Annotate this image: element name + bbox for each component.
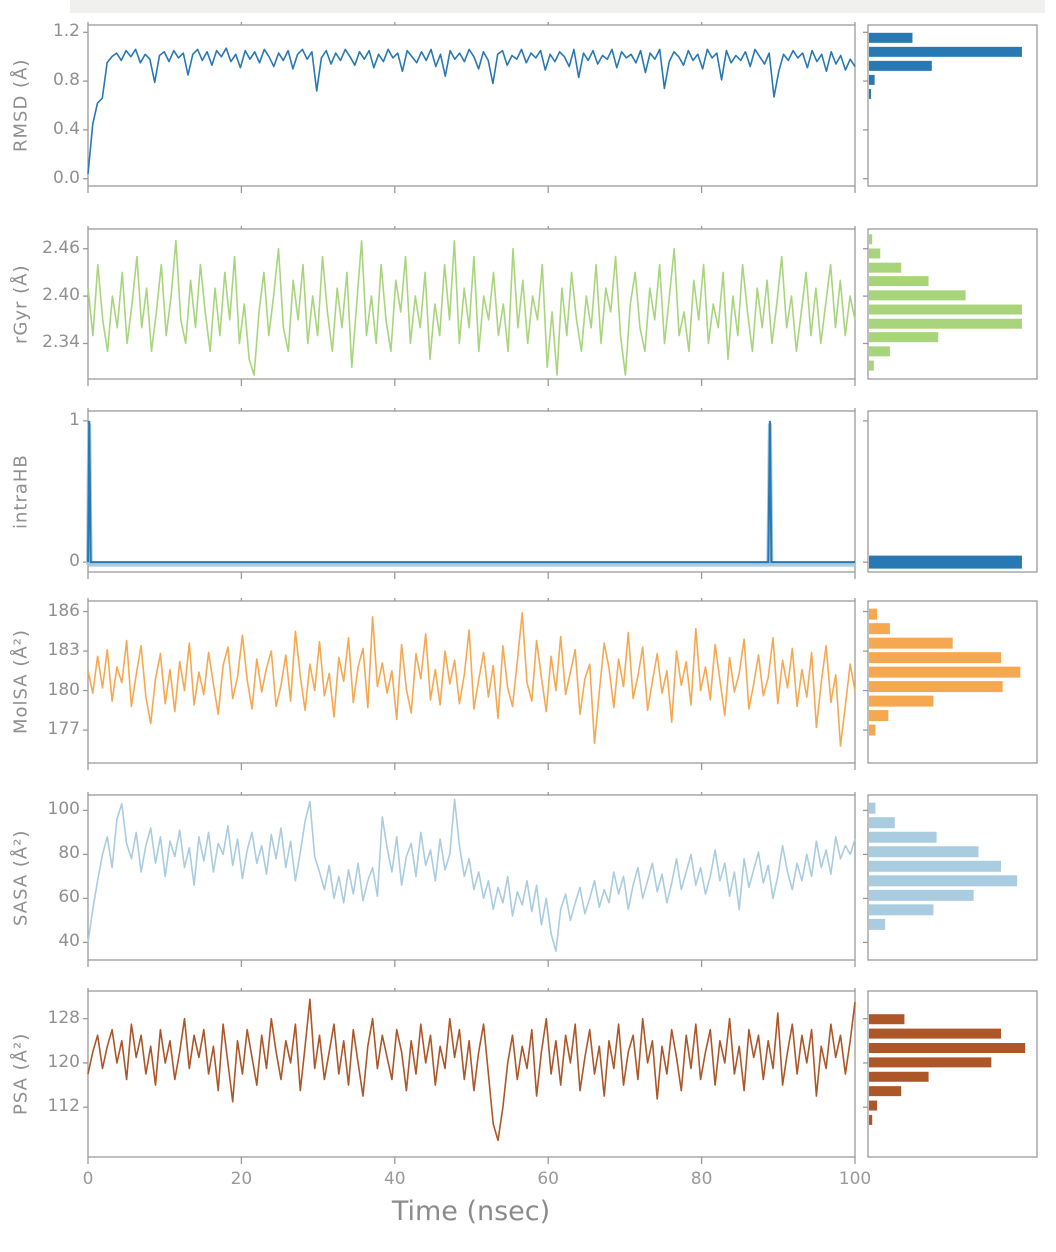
- x-tick-label: 0: [82, 1169, 94, 1189]
- sasa-hist-bar: [869, 817, 895, 829]
- molsa-histogram-panel: [863, 600, 1038, 764]
- rmsd-plot-frame: [87, 24, 856, 187]
- molsa-hist-bar: [869, 695, 934, 707]
- x-tick-label: 80: [690, 1169, 713, 1189]
- intrahb-trace: [87, 420, 855, 564]
- psa-histogram-panel: [863, 990, 1038, 1158]
- molsa-hist-bar: [869, 724, 876, 736]
- molsa-hist-bar: [869, 637, 953, 649]
- molsa-hist-bar: [869, 710, 889, 722]
- psa-hist-bar: [869, 1114, 873, 1125]
- rmsd-histogram-panel: [863, 24, 1038, 187]
- psa-hist-bar: [869, 1086, 902, 1097]
- sasa-hist-bar: [869, 860, 1002, 872]
- psa-trace: [87, 998, 856, 1142]
- rgyr-hist-bar: [869, 290, 966, 301]
- rgyr-hist-bar: [869, 318, 1022, 329]
- molsa-hist-bar: [869, 623, 890, 635]
- intrahb-axis-label: intraHB: [10, 454, 32, 529]
- molsa-ytick-label: 177: [47, 719, 80, 740]
- rgyr-hist-frame: [867, 228, 1038, 380]
- sasa-ytick-label: 60: [58, 887, 80, 908]
- rgyr-hist-bar: [869, 276, 929, 287]
- rgyr-ytick-label: 2.40: [42, 285, 80, 306]
- rgyr-hist-bar: [869, 262, 902, 273]
- rgyr-trace: [87, 240, 856, 376]
- rgyr-hist-bar: [869, 346, 890, 357]
- intrahb-timeseries-panel: [83, 408, 856, 579]
- intrahb-histogram-panel: [863, 410, 1038, 573]
- sasa-hist-bar: [869, 846, 979, 858]
- rmsd-ytick-label: 1.2: [52, 21, 80, 42]
- rmsd-hist-bar: [869, 32, 913, 43]
- rgyr-timeseries-panel: [83, 226, 856, 386]
- rgyr-hist-bar: [869, 248, 881, 259]
- rmsd-timeseries-panel: [83, 22, 856, 193]
- sasa-histogram-panel: [863, 794, 1038, 961]
- x-tick-label: 60: [537, 1169, 559, 1189]
- intrahb-hist-bar: [869, 555, 1022, 569]
- molsa-hist-bar: [869, 681, 1003, 693]
- cropped-top-strip: [70, 0, 1045, 13]
- molsa-hist-bar: [869, 608, 878, 620]
- molsa-ytick-label: 180: [47, 679, 80, 700]
- psa-hist-bar: [869, 1028, 1002, 1039]
- rmsd-hist-bar: [869, 88, 871, 99]
- rgyr-hist-bar: [869, 332, 939, 343]
- psa-hist-bar: [869, 1014, 905, 1025]
- psa-ytick-label: 128: [47, 1007, 80, 1028]
- rmsd-ytick-label: 0.0: [52, 167, 80, 188]
- psa-ytick-label: 120: [47, 1051, 80, 1072]
- intrahb-ytick-label: 0: [69, 551, 80, 572]
- x-tick-label: 40: [383, 1169, 406, 1189]
- sasa-ytick-label: 40: [58, 931, 80, 952]
- sasa-timeseries-panel: [83, 792, 856, 967]
- rgyr-ytick-label: 2.34: [42, 332, 80, 353]
- psa-hist-bar: [869, 1042, 1026, 1053]
- rgyr-hist-bar: [869, 234, 873, 245]
- intrahb-plot-frame: [87, 410, 856, 573]
- rmsd-ytick-label: 0.4: [52, 118, 80, 139]
- sasa-hist-bar: [869, 904, 934, 916]
- intrahb-ytick-label: 1: [69, 409, 80, 430]
- molsa-ytick-label: 183: [47, 640, 80, 661]
- sasa-hist-bar: [869, 875, 1018, 887]
- psa-hist-bar: [869, 1057, 992, 1068]
- molsa-ytick-label: 186: [47, 600, 80, 621]
- rgyr-histogram-panel: [863, 228, 1038, 380]
- sasa-hist-bar: [869, 802, 876, 814]
- x-axis-title: Time (nsec): [391, 1196, 551, 1227]
- rmsd-axis-label: RMSD (Å): [10, 58, 32, 153]
- rgyr-ytick-label: 2.46: [42, 237, 80, 258]
- rmsd-trace: [87, 47, 856, 174]
- sasa-hist-bar: [869, 918, 886, 930]
- sasa-ytick-label: 80: [58, 843, 80, 864]
- sasa-hist-bar: [869, 889, 974, 901]
- molsa-hist-bar: [869, 666, 1021, 678]
- intrahb-hist-frame: [867, 410, 1038, 573]
- rgyr-hist-bar: [869, 304, 1022, 315]
- molsa-trace: [87, 612, 856, 747]
- x-tick-label: 20: [230, 1169, 253, 1189]
- psa-hist-bar: [869, 1071, 929, 1082]
- molsa-timeseries-panel: [83, 598, 856, 770]
- sasa-hist-bar: [869, 831, 937, 843]
- rgyr-hist-bar: [869, 360, 874, 371]
- molsa-hist-bar: [869, 652, 1002, 664]
- rmsd-hist-bar: [869, 46, 1022, 57]
- sasa-trace: [87, 798, 856, 952]
- sasa-ytick-label: 100: [47, 799, 80, 820]
- x-tick-label: 100: [838, 1169, 872, 1189]
- rmsd-ytick-label: 0.8: [52, 70, 80, 91]
- rmsd-hist-bar: [869, 74, 875, 85]
- psa-timeseries-panel: [83, 988, 856, 1164]
- rmsd-hist-bar: [869, 60, 932, 71]
- psa-ytick-label: 112: [47, 1096, 80, 1117]
- psa-hist-bar: [869, 1100, 878, 1111]
